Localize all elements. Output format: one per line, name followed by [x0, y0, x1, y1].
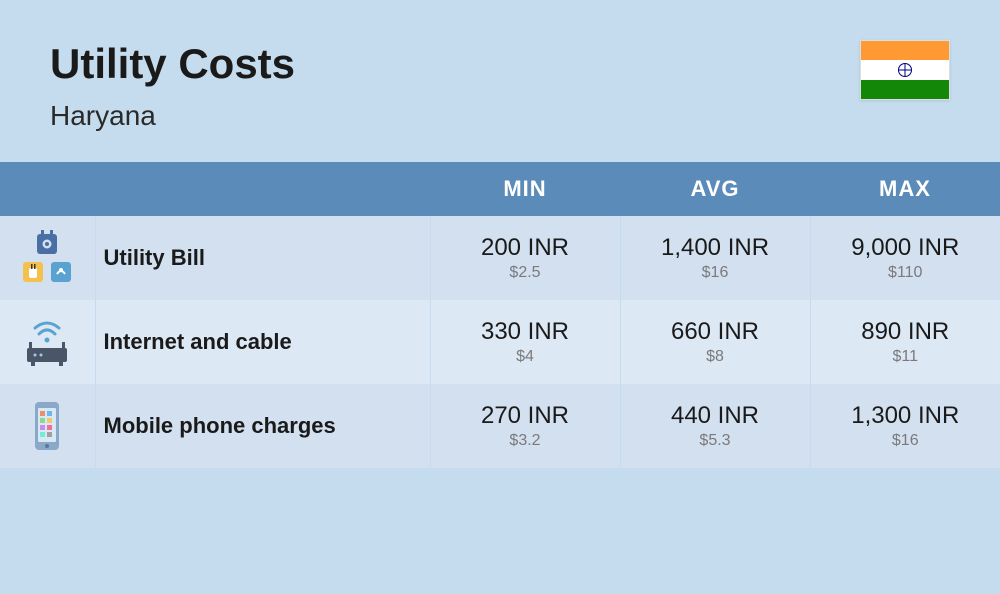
- header: Utility Costs Haryana: [0, 0, 1000, 162]
- val-primary: 890 INR: [821, 318, 991, 346]
- phone-icon: [17, 396, 77, 456]
- icon-cell: [0, 216, 95, 300]
- col-avg: AVG: [620, 162, 810, 216]
- val-secondary: $16: [821, 432, 991, 450]
- val-primary: 1,300 INR: [821, 402, 991, 430]
- table-row: Mobile phone charges 270 INR $3.2 440 IN…: [0, 384, 1000, 468]
- table-row: Internet and cable 330 INR $4 660 INR $8…: [0, 300, 1000, 384]
- col-icon: [0, 162, 95, 216]
- col-label: [95, 162, 430, 216]
- val-primary: 330 INR: [441, 318, 610, 346]
- table-header-row: MIN AVG MAX: [0, 162, 1000, 216]
- val-primary: 1,400 INR: [631, 234, 800, 262]
- table-row: Utility Bill 200 INR $2.5 1,400 INR $16 …: [0, 216, 1000, 300]
- col-min: MIN: [430, 162, 620, 216]
- row-label: Mobile phone charges: [95, 384, 430, 468]
- costs-table: MIN AVG MAX: [0, 162, 1000, 468]
- row-label: Utility Bill: [95, 216, 430, 300]
- title-block: Utility Costs Haryana: [50, 40, 295, 132]
- cell-avg: 660 INR $8: [620, 300, 810, 384]
- val-secondary: $3.2: [441, 432, 610, 450]
- val-secondary: $4: [441, 348, 610, 366]
- cell-min: 330 INR $4: [430, 300, 620, 384]
- icon-cell: [0, 300, 95, 384]
- cell-min: 200 INR $2.5: [430, 216, 620, 300]
- val-secondary: $8: [631, 348, 800, 366]
- row-label: Internet and cable: [95, 300, 430, 384]
- india-flag-icon: [860, 40, 950, 100]
- val-primary: 270 INR: [441, 402, 610, 430]
- cell-min: 270 INR $3.2: [430, 384, 620, 468]
- cell-max: 9,000 INR $110: [810, 216, 1000, 300]
- utility-icon: [17, 228, 77, 288]
- val-primary: 9,000 INR: [821, 234, 991, 262]
- router-icon: [17, 312, 77, 372]
- icon-cell: [0, 384, 95, 468]
- val-secondary: $2.5: [441, 264, 610, 282]
- val-secondary: $16: [631, 264, 800, 282]
- cell-max: 1,300 INR $16: [810, 384, 1000, 468]
- cell-avg: 440 INR $5.3: [620, 384, 810, 468]
- val-primary: 200 INR: [441, 234, 610, 262]
- col-max: MAX: [810, 162, 1000, 216]
- page-subtitle: Haryana: [50, 100, 295, 132]
- val-secondary: $110: [821, 264, 991, 282]
- val-primary: 660 INR: [631, 318, 800, 346]
- val-primary: 440 INR: [631, 402, 800, 430]
- cell-max: 890 INR $11: [810, 300, 1000, 384]
- val-secondary: $5.3: [631, 432, 800, 450]
- val-secondary: $11: [821, 348, 991, 366]
- page-title: Utility Costs: [50, 40, 295, 88]
- cell-avg: 1,400 INR $16: [620, 216, 810, 300]
